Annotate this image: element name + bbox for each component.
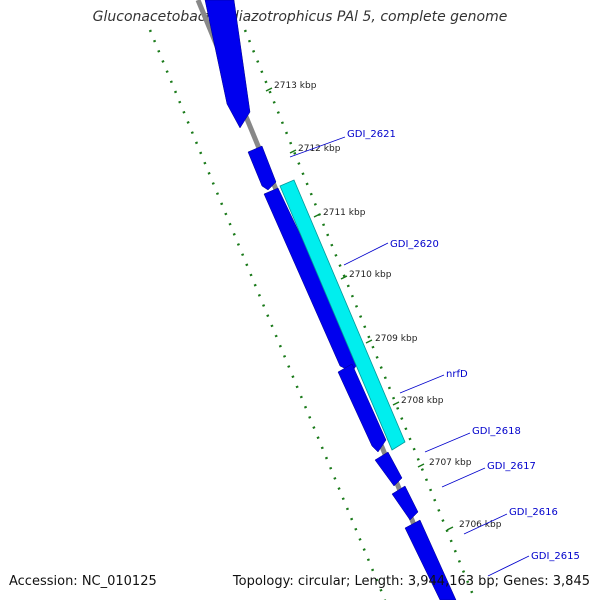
tick-label: 2706 kbp — [459, 520, 502, 530]
gene-label: GDI_2618 — [472, 426, 521, 437]
gene-label: GDI_2620 — [390, 239, 439, 250]
tick-label: 2707 kbp — [429, 458, 472, 468]
tick-label: 2708 kbp — [401, 396, 444, 406]
tick-label: 2712 kbp — [298, 144, 341, 154]
tick-label: 2710 kbp — [349, 270, 392, 280]
cds-arrow — [391, 485, 419, 521]
tick-mark — [365, 339, 373, 344]
gene-leader-line — [424, 432, 471, 453]
map-title: Gluconacetobacter diazotrophicus PAl 5, … — [92, 9, 508, 25]
accession-text: Accession: NC_010125 — [9, 574, 157, 589]
topology-text: Topology: circular; Length: 3,944,163 bp… — [232, 574, 590, 589]
tick-mark — [392, 401, 400, 406]
gene-labels: GDI_2621 GDI_2620 nrfD GDI_2618 GDI_2617… — [289, 129, 580, 577]
cds-arrow — [337, 363, 387, 453]
tick-label: 2709 kbp — [375, 334, 418, 344]
gene-leader-line — [399, 374, 445, 394]
gene-leader-line — [463, 513, 508, 535]
gene-label: GDI_2617 — [487, 461, 536, 472]
tick-mark — [446, 526, 454, 531]
inner-gc-track — [243, 29, 477, 600]
outer-gc-track — [148, 29, 387, 600]
kbp-ticks: 2713 kbp 2712 kbp 2711 kbp 2710 kbp 2709… — [265, 81, 502, 531]
tick-mark — [340, 275, 348, 280]
gene-leader-line — [487, 555, 530, 577]
gene-leader-line — [289, 136, 346, 158]
cds-arrow — [204, 0, 251, 129]
tick-label: 2713 kbp — [274, 81, 317, 91]
gene-label: GDI_2621 — [347, 129, 396, 140]
tick-label: 2711 kbp — [323, 208, 366, 218]
gene-leader-line — [343, 242, 389, 266]
tick-mark — [313, 213, 321, 218]
tick-mark — [417, 463, 425, 468]
gene-leader-line — [441, 467, 486, 488]
cds-arrow — [374, 451, 403, 487]
gene-label: GDI_2615 — [531, 551, 580, 562]
highlighted-cds — [279, 179, 406, 451]
gene-label: nrfD — [446, 369, 468, 380]
cds-arrow — [247, 145, 277, 191]
tick-mark — [289, 149, 297, 154]
gene-label: GDI_2616 — [509, 507, 558, 518]
cds-arrow — [404, 519, 457, 600]
tick-mark — [265, 87, 273, 92]
